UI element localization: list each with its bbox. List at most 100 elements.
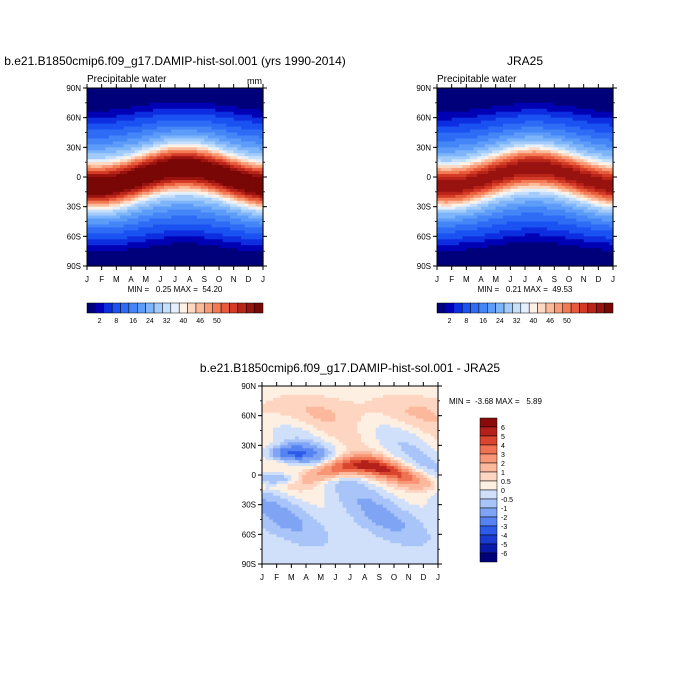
y-tick-label: 60N <box>66 114 81 123</box>
contour-cell <box>211 200 216 205</box>
contour-cell <box>167 212 172 217</box>
contour-cell <box>561 147 566 151</box>
contour-cell <box>499 111 504 116</box>
contour-cell <box>98 165 103 169</box>
contour-cell <box>440 111 445 116</box>
contour-cell <box>528 203 533 208</box>
contour-cell <box>142 206 147 211</box>
contour-cell <box>230 96 235 101</box>
contour-cell <box>499 153 504 157</box>
contour-cell <box>145 227 150 231</box>
contour-cell <box>558 108 563 113</box>
contour-cell <box>197 129 202 134</box>
y-tick-label: 60S <box>67 232 81 241</box>
contour-cell <box>226 120 231 125</box>
contour-cell <box>244 141 249 145</box>
contour-cell <box>167 114 172 119</box>
contour-cell <box>160 260 165 264</box>
contour-cell <box>521 144 526 148</box>
contour-cell <box>171 212 176 217</box>
contour-cell <box>134 88 139 92</box>
contour-cell <box>182 263 187 267</box>
contour-cell <box>605 126 610 131</box>
contour-cell <box>594 200 599 205</box>
contour-cell <box>466 108 471 113</box>
contour-cell <box>90 126 95 131</box>
contour-cell <box>120 114 125 119</box>
contour-cell <box>120 248 125 252</box>
contour-cell <box>120 191 125 196</box>
x-tick-label: D <box>245 275 251 284</box>
contour-cell <box>609 126 614 131</box>
contour-cell <box>90 248 95 252</box>
contour-cell <box>109 129 114 134</box>
contour-cell <box>503 147 508 151</box>
contour-cell <box>215 108 220 113</box>
contour-cell <box>244 206 249 211</box>
contour-cell <box>94 96 99 101</box>
contour-cell <box>211 144 216 148</box>
contour-cell <box>503 200 508 205</box>
contour-cell <box>576 114 581 119</box>
contour-cell <box>241 194 246 199</box>
contour-cell <box>598 203 603 208</box>
contour-cell <box>547 111 552 116</box>
contour-cell <box>134 90 139 95</box>
contour-cell <box>112 203 117 208</box>
contour-cell <box>528 168 533 172</box>
contour-cell <box>459 162 464 166</box>
contour-cell <box>536 174 541 178</box>
contour-cell <box>248 111 253 116</box>
contour-cell <box>252 132 257 137</box>
contour-cell <box>233 129 238 134</box>
contour-cell <box>587 129 592 134</box>
contour-cell <box>109 117 114 122</box>
contour-cell <box>484 93 489 98</box>
contour-cell <box>470 114 475 119</box>
contour-cell <box>547 102 552 107</box>
contour-cell <box>470 188 475 193</box>
contour-cell <box>255 174 260 178</box>
contour-cell <box>105 212 110 217</box>
contour-cell <box>171 245 176 249</box>
contour-cell <box>94 123 99 128</box>
contour-cell <box>197 242 202 246</box>
contour-cell <box>94 153 99 157</box>
contour-cell <box>503 162 508 166</box>
contour-cell <box>244 123 249 128</box>
contour-cell <box>525 141 530 145</box>
contour-cell <box>219 203 224 208</box>
contour-cell <box>189 165 194 169</box>
contour-cell <box>583 174 588 178</box>
contour-cell <box>94 212 99 217</box>
contour-cell <box>200 114 205 119</box>
contour-cell <box>127 224 132 229</box>
contour-cell <box>594 108 599 113</box>
contour-cell <box>587 138 592 142</box>
contour-cell <box>149 263 154 267</box>
contour-cell <box>510 206 515 211</box>
contour-cell <box>506 206 511 211</box>
contour-cell <box>215 159 220 163</box>
contour-cell <box>532 144 537 148</box>
contour-cell <box>558 99 563 104</box>
contour-cell <box>561 96 566 101</box>
contour-cell <box>514 200 519 205</box>
contour-cell <box>451 144 456 148</box>
contour-cell <box>204 251 209 255</box>
contour-cell <box>598 123 603 128</box>
contour-cell <box>576 188 581 193</box>
contour-cell <box>255 185 260 190</box>
contour-cell <box>514 188 519 193</box>
contour-cell <box>525 153 530 157</box>
contour-cell <box>182 88 187 92</box>
contour-cell <box>554 168 559 172</box>
contour-cell <box>160 114 165 119</box>
contour-cell <box>521 99 526 104</box>
contour-cell <box>215 188 220 193</box>
contour-cell <box>587 135 592 140</box>
contour-cell <box>131 206 136 211</box>
contour-cell <box>437 99 442 104</box>
contour-cell <box>208 179 213 184</box>
contour-cell <box>495 171 500 175</box>
